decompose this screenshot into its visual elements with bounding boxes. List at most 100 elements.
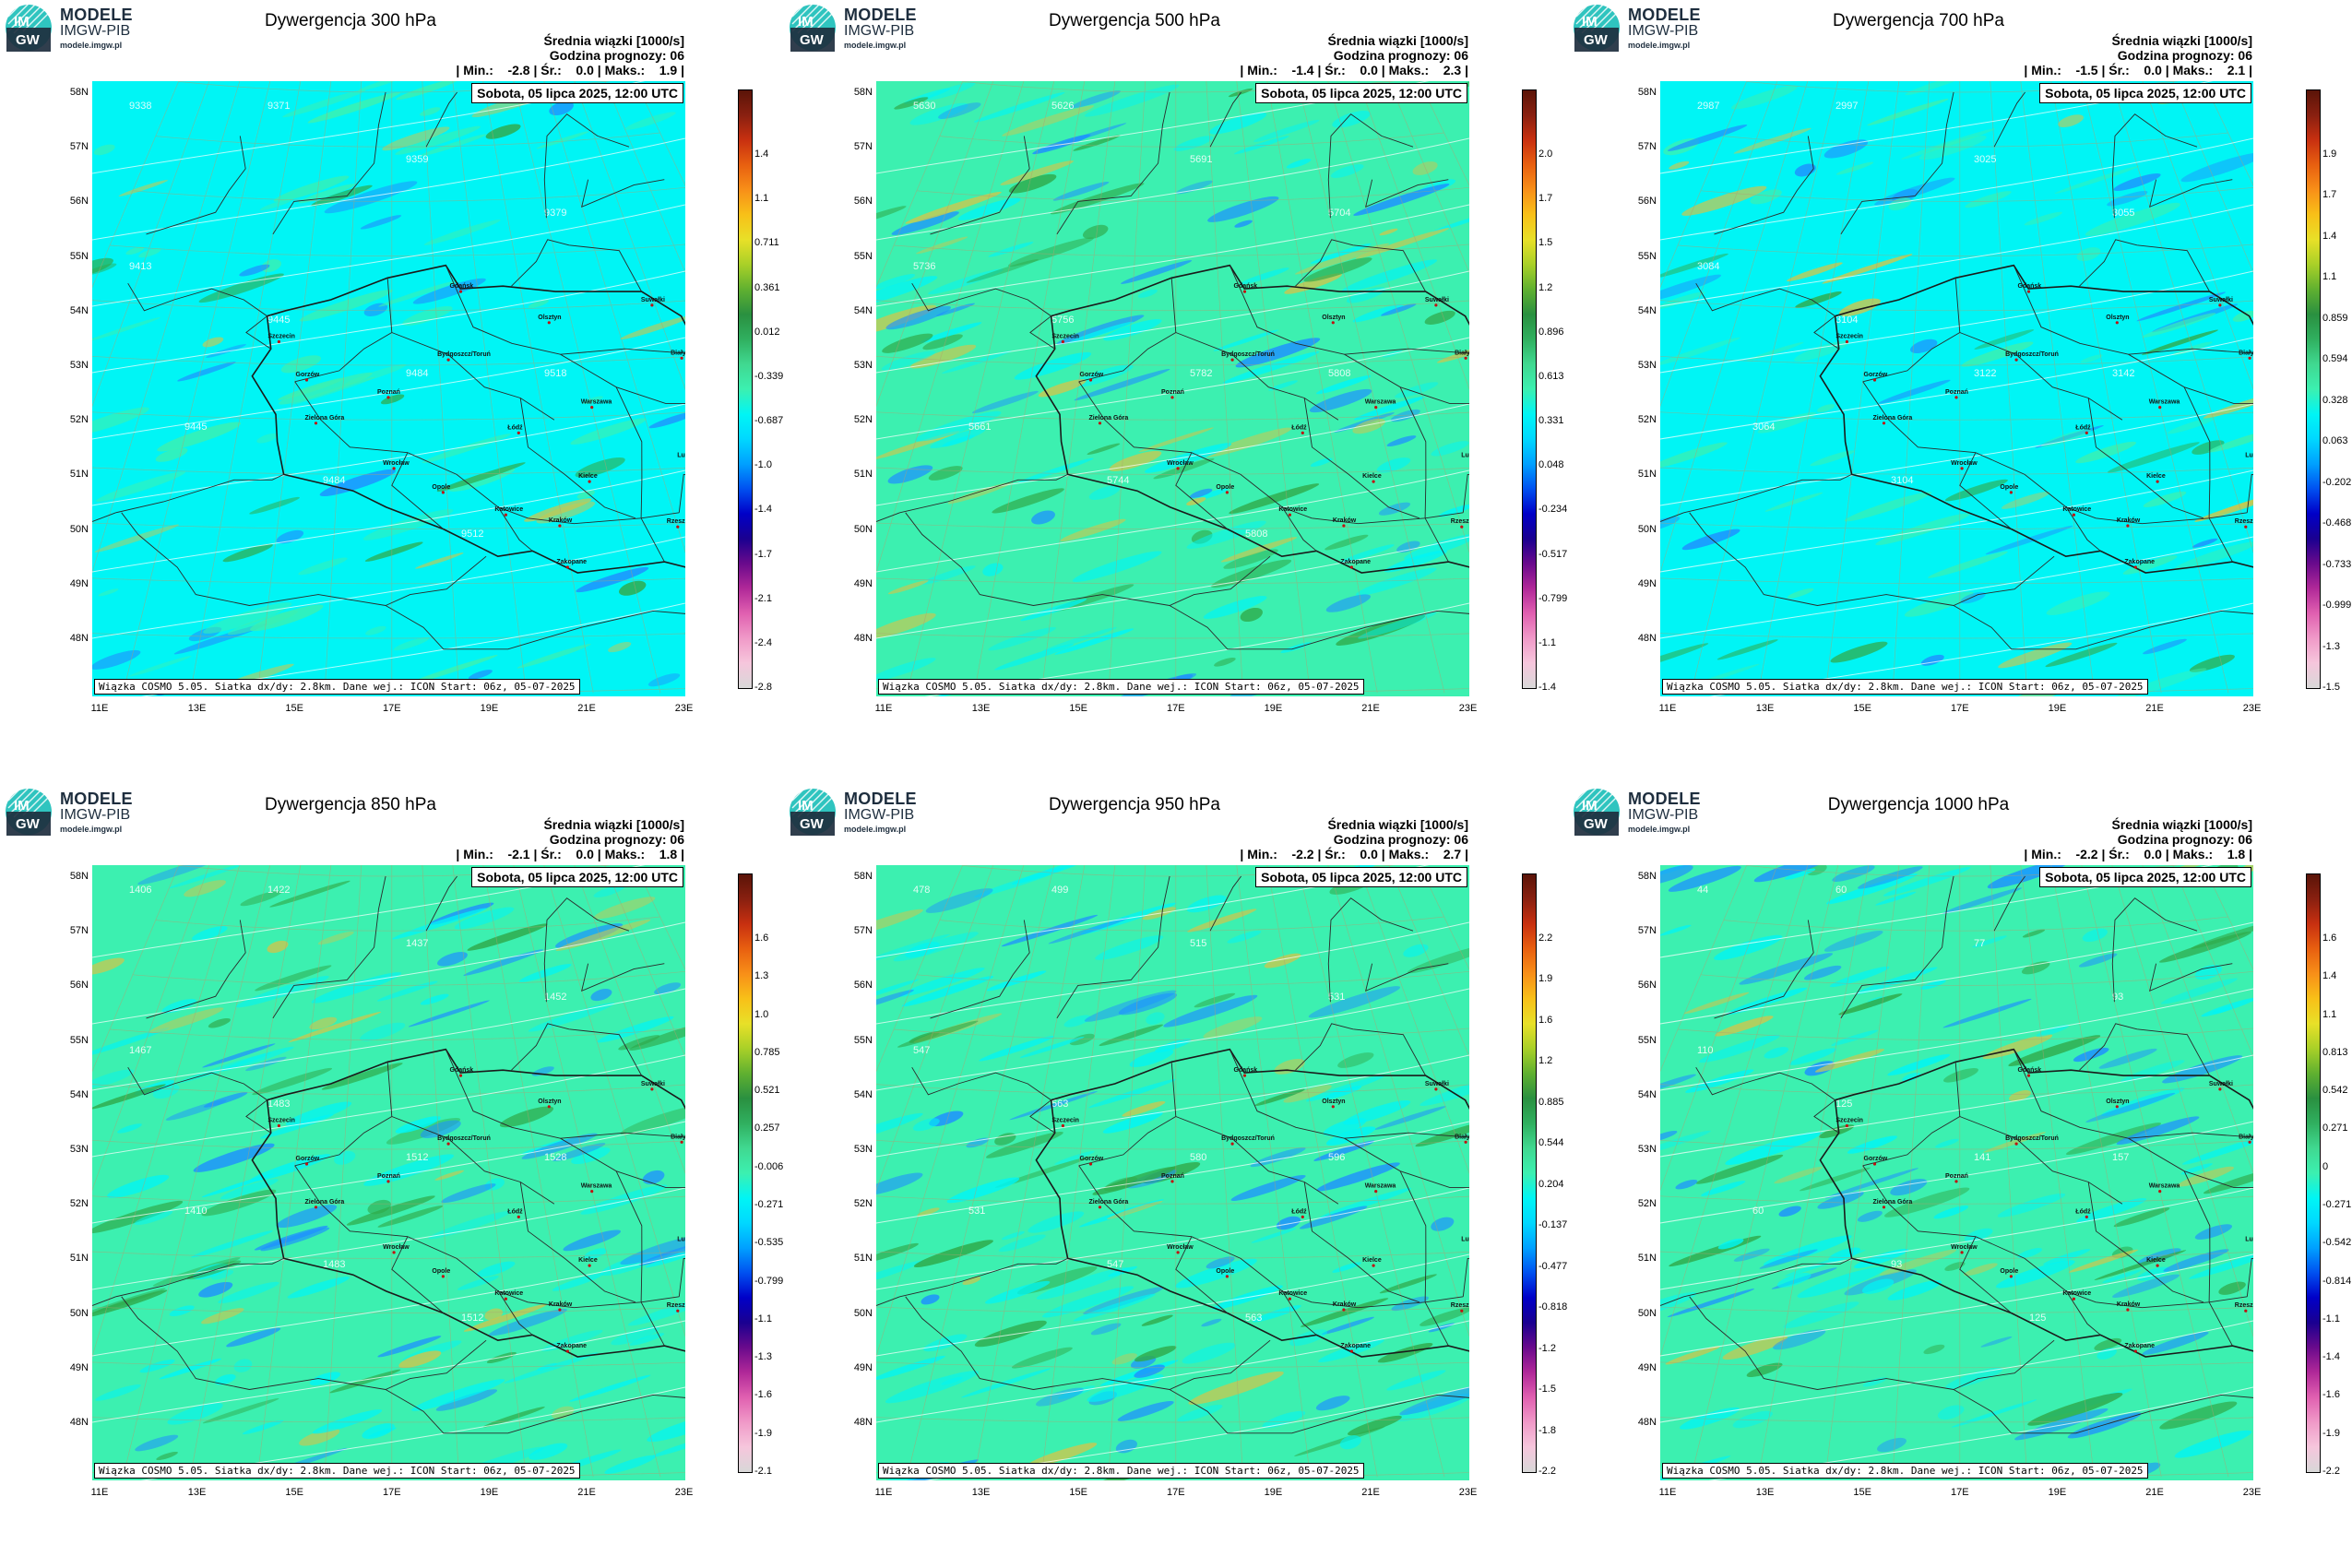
divergence-streak — [898, 968, 985, 997]
voivodeship-border — [445, 265, 701, 355]
graticule-parallel — [848, 350, 1550, 366]
divergence-streak — [1797, 1266, 1885, 1299]
colorbar-tick-label: 0.328 — [2322, 394, 2348, 406]
contour-label: 499 — [1051, 885, 1068, 896]
divergence-map: 9338 9371 9359 9379 9413 9445 9484 9518 9445 9484… — [0, 23, 930, 706]
neighbour-border — [1327, 897, 1414, 1003]
ensemble-mean-label: Średnia wiązki [1000/s] — [543, 33, 684, 48]
divergence-streak — [942, 350, 1012, 374]
height-contour-line — [875, 988, 1470, 1091]
colorbar-tick-label: -0.818 — [1538, 1301, 1568, 1313]
city-marker — [441, 491, 445, 494]
divergence-streak — [887, 580, 929, 595]
voivodeship-border — [1959, 332, 2123, 421]
divergence-streak — [1875, 891, 1917, 906]
divergence-streak — [994, 643, 1075, 671]
divergence-streak — [1847, 1135, 1897, 1154]
mean-value: 0.0 — [2144, 63, 2162, 77]
latitude-label: 57N — [1637, 925, 1657, 937]
voivodeship-border — [294, 381, 499, 508]
divergence-streak — [311, 972, 402, 1004]
divergence-streak — [1944, 479, 2008, 502]
divergence-streak — [1306, 1075, 1385, 1102]
divergence-streak — [201, 1308, 244, 1324]
divergence-streak — [1082, 224, 1109, 239]
neighbour-border — [1683, 1257, 1852, 1298]
neighbour-border — [1993, 91, 2025, 148]
divergence-streak — [1817, 1191, 1864, 1209]
colorbar-tick-label: 0.012 — [754, 326, 780, 338]
latitude-label: 51N — [69, 469, 89, 481]
divergence-streak — [881, 350, 936, 371]
divergence-streak — [1227, 930, 1262, 944]
city-label: Lublin — [2245, 453, 2253, 459]
city-marker — [676, 1309, 680, 1313]
divergence-streak — [1347, 1415, 1402, 1436]
contour-label: 5736 — [913, 261, 935, 272]
city-label: Łódź — [507, 424, 523, 431]
contour-label: 1410 — [184, 1206, 207, 1217]
voivodeship-border — [1281, 506, 1317, 552]
height-contour-line — [1659, 536, 2254, 639]
colorbar-tick-label: -1.5 — [2322, 682, 2340, 693]
colorbar-tick-label: -0.271 — [2322, 1199, 2352, 1210]
divergence-streak — [90, 649, 141, 670]
divergence-streak — [1339, 1435, 1361, 1450]
divergence-streak — [1942, 998, 2032, 1028]
colorbar-tick-label: -0.477 — [1538, 1260, 1568, 1272]
graticule-parallel — [1632, 350, 2334, 366]
city-marker — [1464, 1140, 1467, 1144]
divergence-streak — [1332, 1262, 1361, 1273]
divergence-streak — [2136, 1266, 2170, 1281]
city-label: Suwałki — [2209, 1081, 2233, 1087]
divergence-streak — [1182, 1342, 1236, 1364]
divergence-streak — [1240, 607, 1263, 623]
divergence-streak — [921, 1294, 940, 1305]
divergence-streak — [1141, 1314, 1173, 1326]
longitude-label: 15E — [1853, 1487, 1871, 1498]
mean-value: 0.0 — [1360, 63, 1378, 77]
neighbour-border — [173, 288, 271, 350]
divergence-streak — [1321, 1316, 1375, 1335]
divergence-streak — [891, 211, 959, 235]
divergence-streak — [256, 433, 279, 444]
city-label: Zielona Góra — [1873, 1199, 1913, 1206]
colorbar-tick-label: 0.204 — [1538, 1178, 1564, 1190]
divergence-streak — [376, 980, 438, 1002]
city-marker — [277, 339, 280, 344]
voivodeship-border — [1862, 1165, 2067, 1292]
divergence-streak — [580, 1184, 668, 1215]
city-marker — [2009, 491, 2013, 494]
contour-label: 3064 — [1752, 422, 1775, 433]
colorbar-tick-label: 1.4 — [754, 148, 769, 160]
divergence-streak — [255, 965, 332, 992]
latitude-label: 48N — [853, 633, 873, 644]
contour-label: 3055 — [2112, 208, 2134, 219]
graticule-meridian — [1691, 37, 1849, 694]
divergence-streak — [2192, 538, 2218, 548]
divergence-streak — [117, 1123, 142, 1134]
imgw-logo-icon: IM GW — [6, 788, 53, 836]
colorbar-tick-label: 0.711 — [754, 237, 779, 249]
voivodeship-border — [1078, 278, 1177, 383]
mean-value: 0.0 — [576, 847, 594, 861]
city-marker — [1460, 525, 1464, 529]
longitude-label: 23E — [1458, 1487, 1478, 1498]
divergence-streak — [988, 242, 1034, 257]
longitude-label: 11E — [90, 703, 109, 714]
city-label: Łódź — [2075, 424, 2091, 431]
divergence-streak — [239, 264, 270, 277]
divergence-streak — [128, 656, 192, 677]
divergence-streak — [1384, 550, 1447, 573]
max-value: 1.8 — [2227, 847, 2246, 861]
divergence-streak — [549, 101, 574, 116]
divergence-streak — [1725, 1131, 1822, 1165]
graticule-meridian — [974, 37, 1093, 694]
longitude-label: 19E — [2048, 1487, 2067, 1498]
neighbour-border — [385, 555, 487, 606]
neighbour-border — [1209, 91, 1241, 148]
divergence-streak — [1209, 112, 1267, 135]
latitude-label: 56N — [1637, 196, 1657, 208]
contour-label: 125 — [2029, 1313, 2046, 1324]
city-label: Lublin — [1461, 1237, 1469, 1243]
